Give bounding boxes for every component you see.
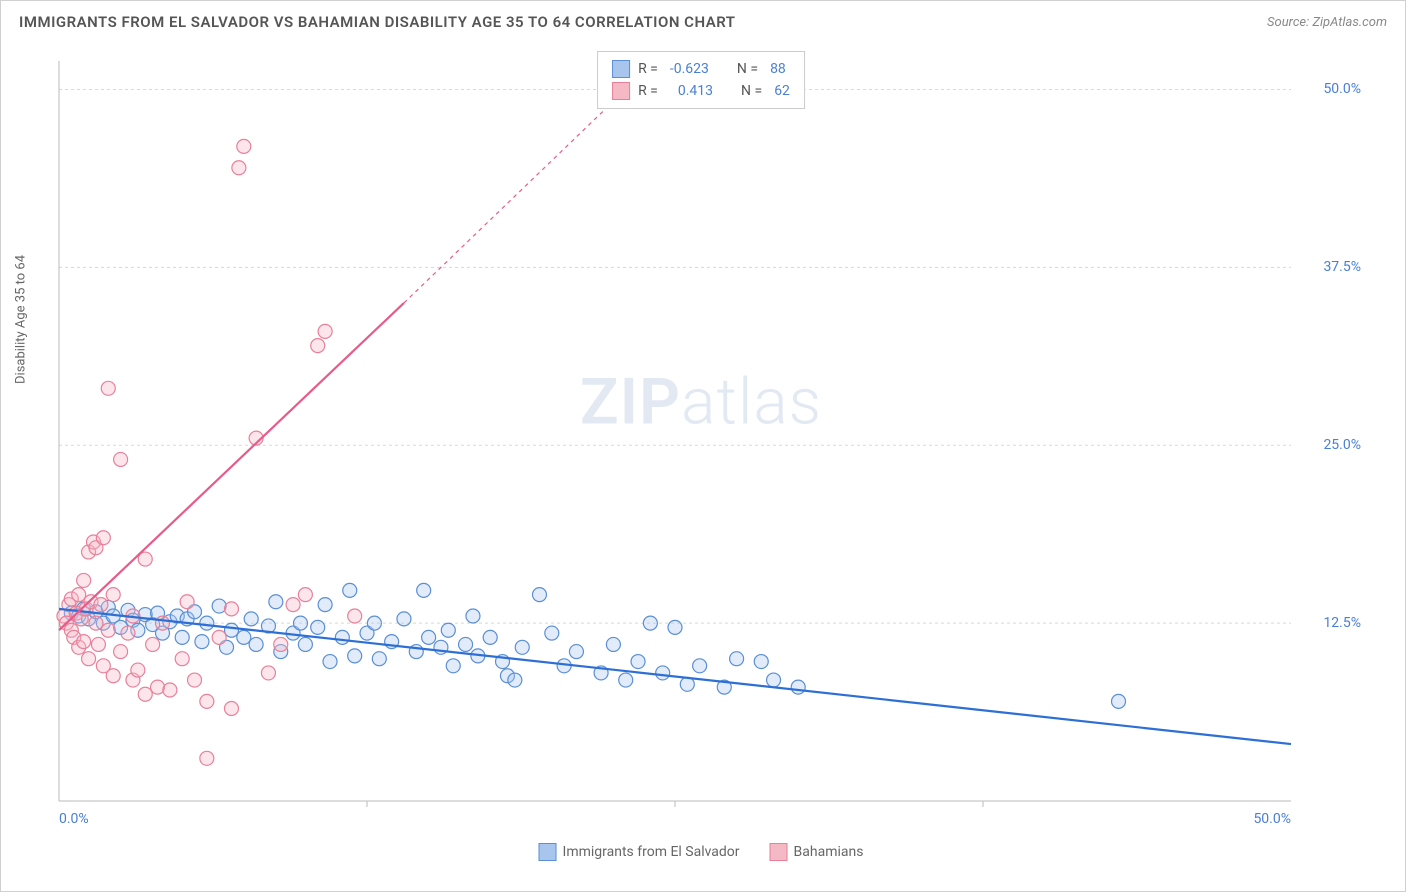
y-tick-label: 12.5% [1323,615,1361,631]
y-axis-label: Disability Age 35 to 64 [14,255,29,384]
chart-container: IMMIGRANTS FROM EL SALVADOR VS BAHAMIAN … [0,0,1406,892]
legend-chip-series-1 [612,82,630,100]
legend-chip-series-0 [612,60,630,78]
source-attribution: Source: ZipAtlas.com [1267,15,1387,30]
legend-label-0: Immigrants from El Salvador [563,844,740,860]
r-value-0: -0.623 [670,61,709,77]
n-value-1: 62 [774,83,790,99]
n-label-0: N = [737,61,758,77]
y-tick-label: 50.0% [1323,81,1361,97]
scatter-plot [51,51,1351,831]
n-label-1: N = [741,83,762,99]
legend-chip-bottom-0 [539,843,557,861]
source-label: Source: [1267,15,1312,30]
series-legend: Immigrants from El Salvador Bahamians [539,843,864,861]
r-value-1: 0.413 [678,83,713,99]
legend-row-series-0: R = -0.623 N = 88 [612,58,790,80]
legend-item-0: Immigrants from El Salvador [539,843,740,861]
r-label-0: R = [638,61,658,77]
r-label-1: R = [638,83,658,99]
x-tick-label: 50.0% [1253,811,1291,827]
legend-item-1: Bahamians [770,843,864,861]
x-tick-label: 0.0% [59,811,89,827]
source-name: ZipAtlas.com [1312,15,1387,30]
legend-chip-bottom-1 [770,843,788,861]
legend-row-series-1: R = 0.413 N = 62 [612,80,790,102]
n-value-0: 88 [770,61,786,77]
chart-title: IMMIGRANTS FROM EL SALVADOR VS BAHAMIAN … [19,13,736,31]
chart-header: IMMIGRANTS FROM EL SALVADOR VS BAHAMIAN … [1,1,1405,39]
correlation-legend: R = -0.623 N = 88 R = 0.413 N = 62 [597,51,805,109]
y-tick-label: 25.0% [1323,437,1361,453]
y-tick-label: 37.5% [1323,259,1361,275]
legend-label-1: Bahamians [794,844,864,860]
chart-area: Disability Age 35 to 64 ZIPatlas R = -0.… [51,51,1351,831]
